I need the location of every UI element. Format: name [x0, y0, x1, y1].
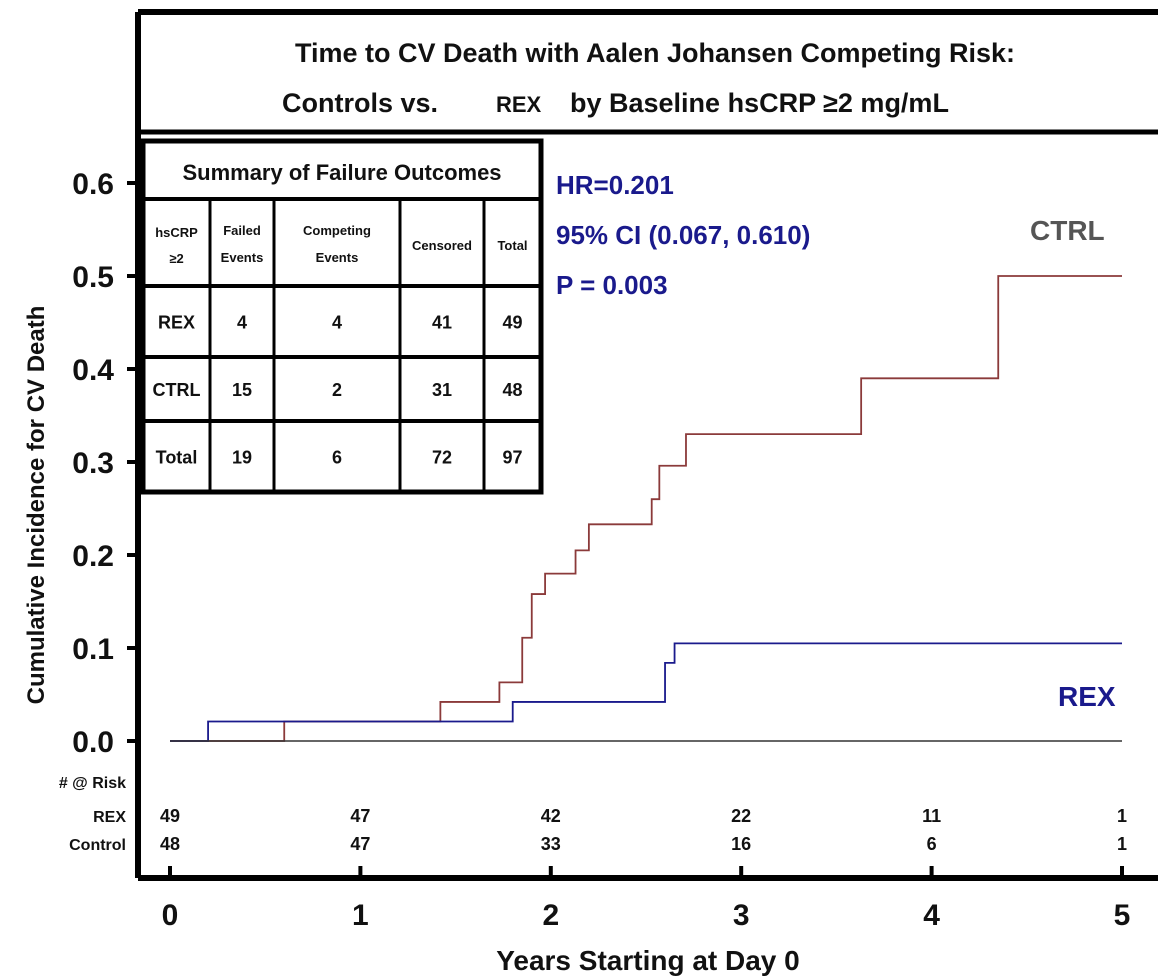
- summary-table-title: Summary of Failure Outcomes: [182, 160, 501, 185]
- y-tick-label: 0.6: [72, 168, 114, 201]
- table-cell: 31: [432, 380, 452, 400]
- stat-hr: HR=0.201: [556, 170, 674, 200]
- x-tick-label: 4: [923, 899, 940, 932]
- table-row-header-label: ≥2: [169, 251, 183, 266]
- at-risk-title: # @ Risk: [59, 775, 126, 792]
- x-tick-label: 1: [352, 899, 369, 932]
- x-axis: 0 1 2 3 4 5: [162, 866, 1131, 932]
- table-cell: 4: [237, 313, 247, 333]
- at-risk-value: 22: [731, 806, 751, 826]
- at-risk-row-label: Control: [69, 837, 126, 854]
- table-column-header: Competing: [303, 223, 371, 238]
- ctrl-line-label: CTRL: [1030, 215, 1105, 246]
- x-axis-title: Years Starting at Day 0: [496, 945, 799, 976]
- at-risk-value: 42: [541, 806, 561, 826]
- x-tick-label: 3: [733, 899, 750, 932]
- table-column-header: Censored: [412, 238, 472, 253]
- y-tick-label: 0.2: [72, 540, 114, 573]
- chart-title-line2-a: Controls vs.: [282, 88, 438, 118]
- table-row-header-label: hsCRP: [155, 225, 198, 240]
- x-tick-label: 5: [1114, 899, 1131, 932]
- stat-p: P = 0.003: [556, 270, 668, 300]
- table-column-header: Total: [497, 238, 527, 253]
- stat-ci: 95% CI (0.067, 0.610): [556, 220, 810, 250]
- chart-title-line1: Time to CV Death with Aalen Johansen Com…: [295, 38, 1015, 68]
- at-risk-value: 47: [350, 834, 370, 854]
- table-cell: 15: [232, 380, 252, 400]
- table-cell: 49: [502, 313, 522, 333]
- at-risk-value: 6: [927, 834, 937, 854]
- rex-line-label: REX: [1058, 681, 1116, 712]
- y-tick-label: 0.3: [72, 447, 114, 480]
- at-risk-value: 48: [160, 834, 180, 854]
- table-cell: 41: [432, 313, 452, 333]
- x-tick-label: 2: [542, 899, 559, 932]
- table-column-header: Events: [316, 250, 359, 265]
- table-row-label: REX: [158, 313, 195, 333]
- y-tick-label: 0.5: [72, 261, 114, 294]
- table-cell: 4: [332, 313, 342, 333]
- at-risk-value: 49: [160, 806, 180, 826]
- chart-title-line2-b: REX: [496, 92, 542, 117]
- at-risk-value: 47: [350, 806, 370, 826]
- y-tick-label: 0.1: [72, 633, 114, 666]
- table-cell: 19: [232, 448, 252, 468]
- table-cell: 48: [502, 380, 522, 400]
- at-risk-row-label: REX: [93, 809, 126, 826]
- series-line-rex: [170, 642, 1122, 742]
- x-tick-label: 0: [162, 899, 179, 932]
- chart-frame: [135, 9, 1158, 881]
- y-axis-title: Cumulative Incidence for CV Death: [23, 306, 50, 705]
- table-cell: 2: [332, 380, 342, 400]
- at-risk-value: 16: [731, 834, 751, 854]
- series-layer: [170, 275, 1122, 742]
- table-column-header: Events: [221, 250, 264, 265]
- table-cell: 97: [502, 448, 522, 468]
- at-risk-value: 1: [1117, 806, 1127, 826]
- chart-title-line2-c: by Baseline hsCRP ≥2 mg/mL: [570, 88, 949, 118]
- at-risk-value: 33: [541, 834, 561, 854]
- summary-table-border: [140, 138, 544, 495]
- table-row-label: Total: [156, 448, 198, 468]
- at-risk-value: 1: [1117, 834, 1127, 854]
- table-column-header: Failed: [223, 223, 261, 238]
- table-cell: 72: [432, 448, 452, 468]
- at-risk-value: 11: [922, 806, 941, 826]
- y-tick-label: 0.4: [72, 354, 114, 387]
- table-row-label: CTRL: [153, 380, 201, 400]
- summary-table: Summary of Failure Outcomes hsCRP ≥2 Failed…: [140, 138, 544, 495]
- table-cell: 6: [332, 448, 342, 468]
- y-axis: 0.0 0.1 0.2 0.3 0.4 0.5 0.6: [72, 168, 138, 759]
- y-tick-label: 0.0: [72, 726, 114, 759]
